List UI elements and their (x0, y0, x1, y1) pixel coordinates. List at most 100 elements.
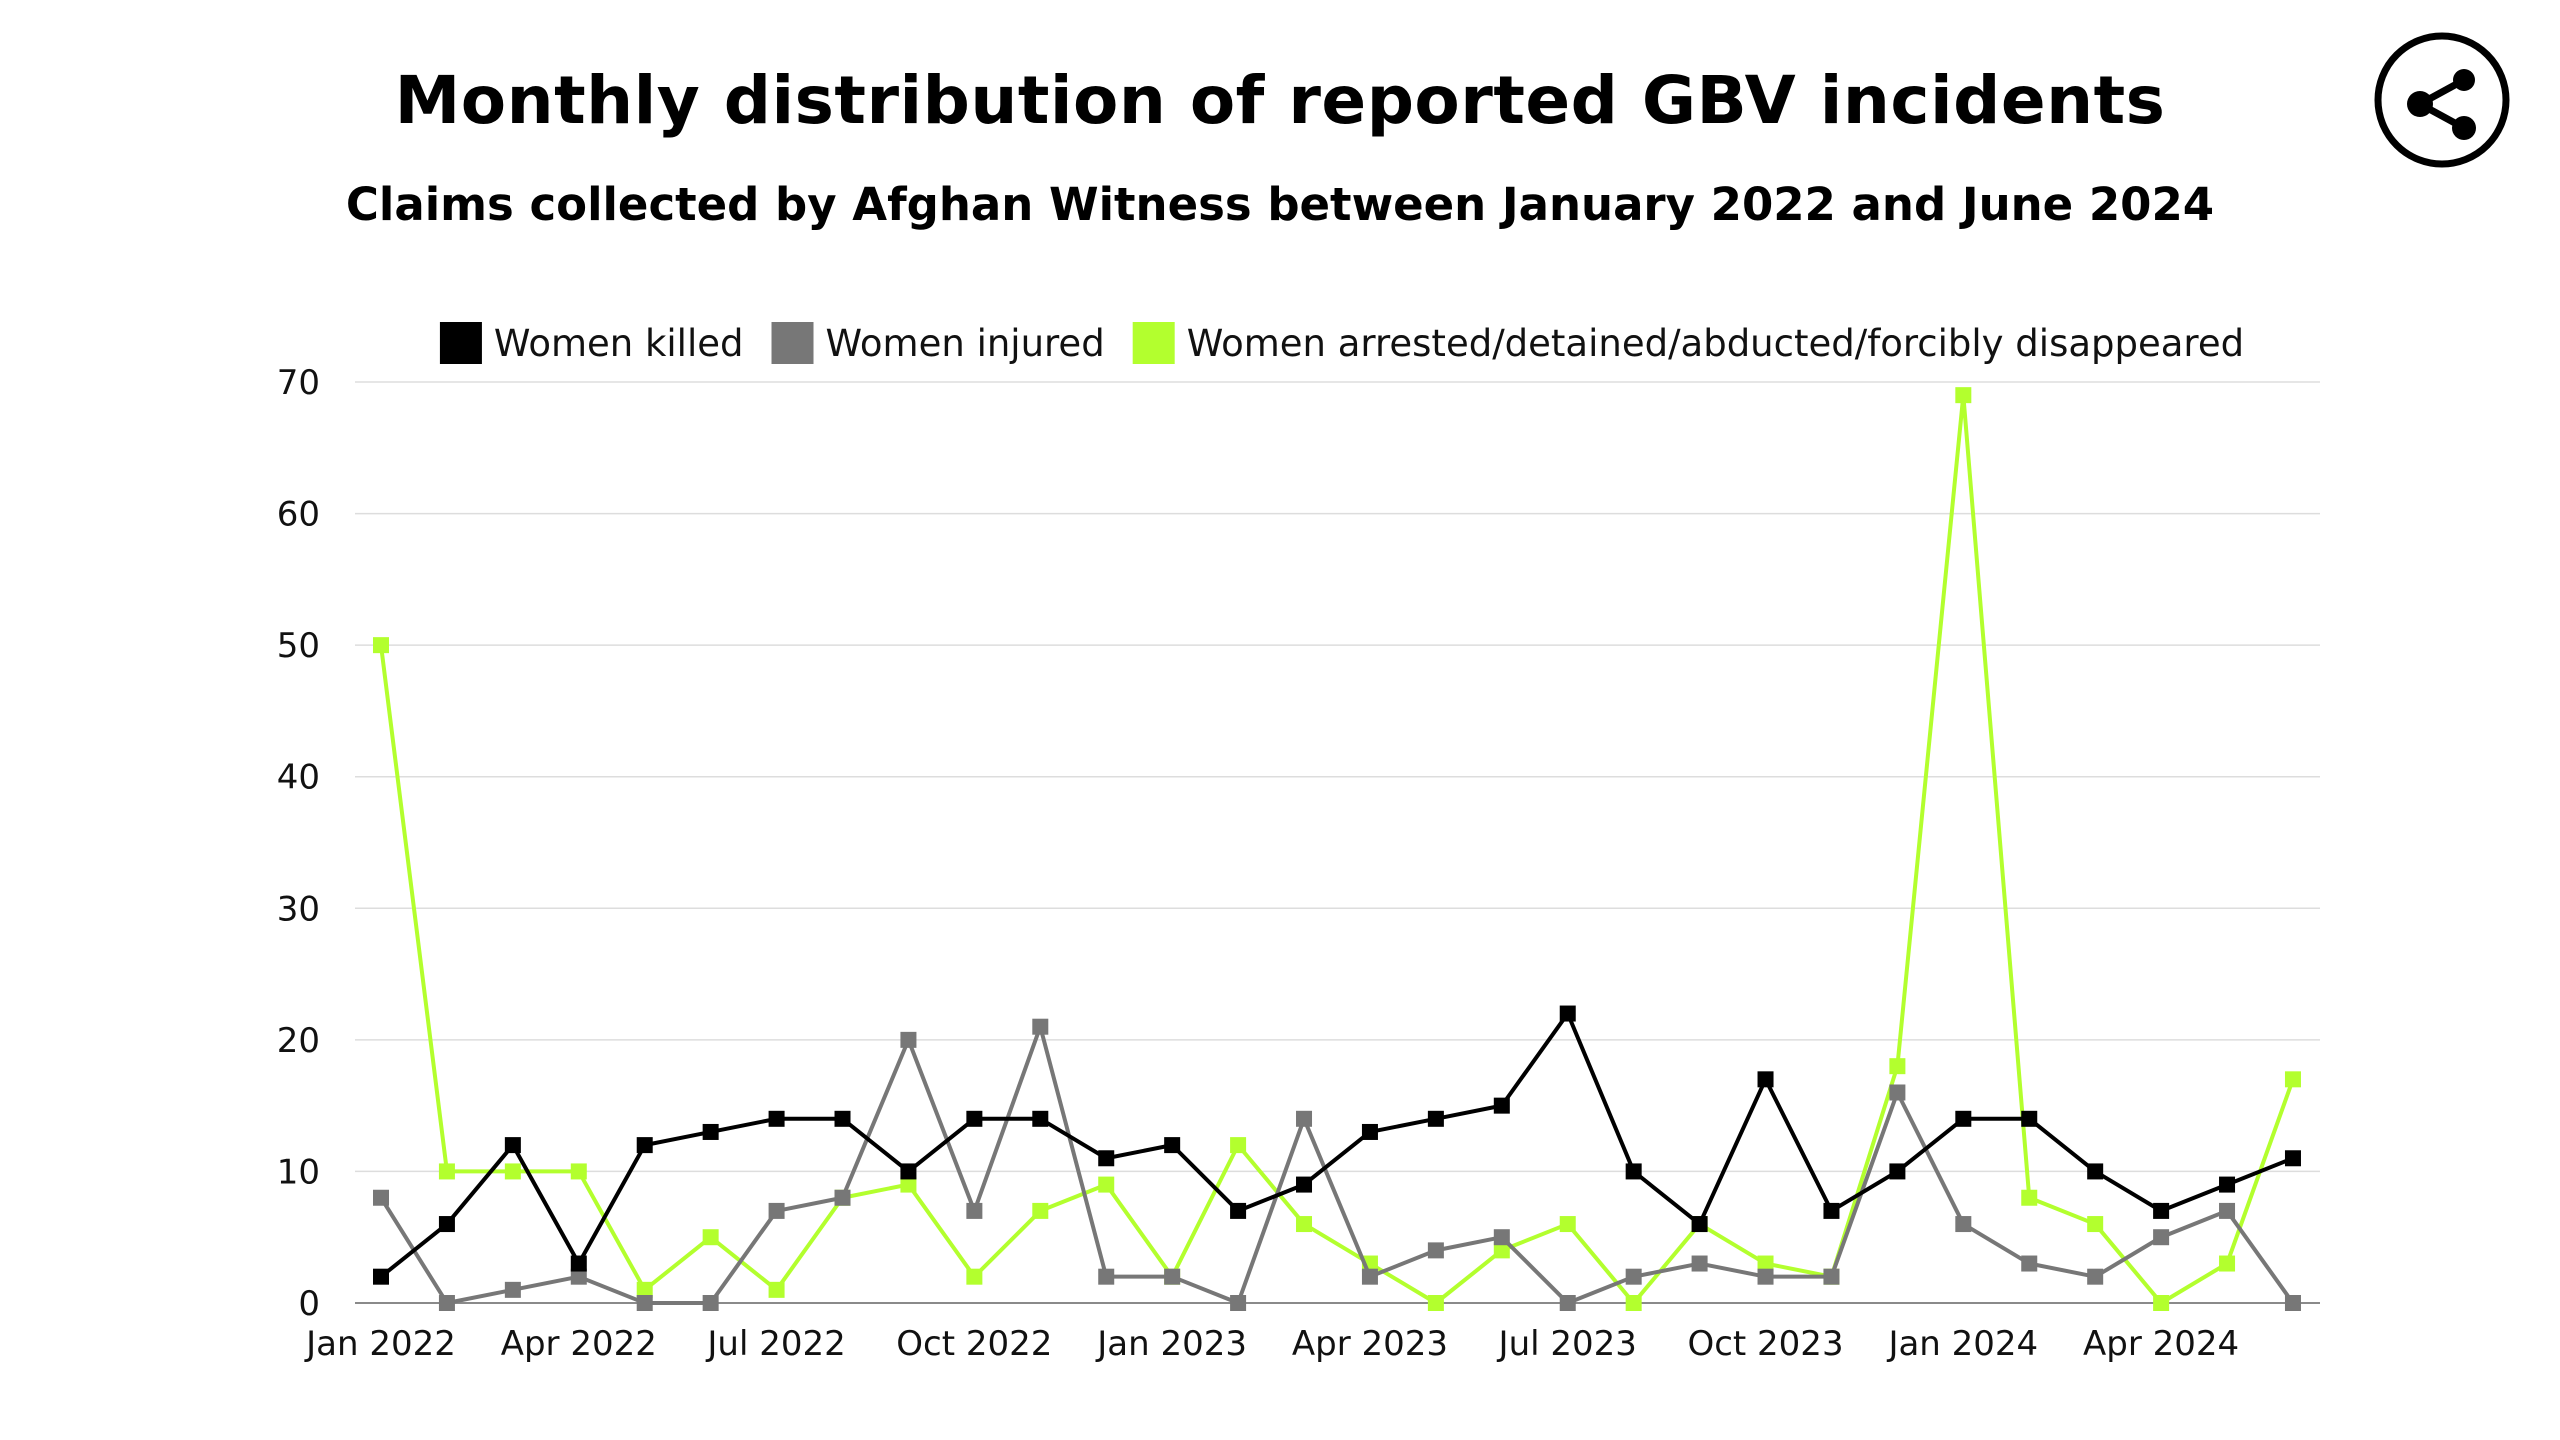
series-0-point (373, 1268, 389, 1285)
series-0-point (504, 1137, 521, 1154)
series-1-point (1032, 1018, 1049, 1035)
series-2-point (1296, 1216, 1313, 1233)
x-tick-label: Apr 2022 (501, 1324, 657, 1364)
legend-label: Women injured (826, 322, 1105, 365)
series-1-point (2021, 1255, 2038, 1272)
series-0-point (966, 1110, 983, 1127)
series-2-point (2284, 1071, 2301, 1088)
series-2-point (2153, 1295, 2170, 1311)
legend-swatch (771, 322, 814, 364)
series-line-1 (379, 1024, 2295, 1305)
series-1-point (2087, 1268, 2104, 1285)
series-0-point (1955, 1110, 1972, 1127)
series-0-point (1164, 1137, 1181, 1154)
share-button[interactable] (2372, 30, 2512, 170)
series-1-point (1559, 1295, 1576, 1311)
x-tick-label: Oct 2023 (1687, 1324, 1843, 1364)
series-2-point (1889, 1058, 1906, 1075)
series-1-point (570, 1268, 587, 1285)
series-0-point (1559, 1005, 1576, 1022)
series-2-point (702, 1229, 719, 1246)
y-tick-label: 0 (298, 1284, 320, 1324)
series-2-point (1427, 1295, 1444, 1311)
series-1-point (2153, 1229, 2170, 1246)
series-1-point (900, 1031, 917, 1048)
series-1-point (768, 1202, 785, 1219)
series-2-point (2087, 1216, 2104, 1233)
series-1-point (2284, 1295, 2301, 1311)
series-2-point (1625, 1295, 1642, 1311)
series-0-point (1625, 1163, 1642, 1180)
series-0-point (1032, 1110, 1049, 1127)
series-0-point (1493, 1097, 1510, 1114)
series-1-point (1361, 1268, 1378, 1285)
series-0-point (1098, 1150, 1115, 1167)
series-1-point (1889, 1084, 1906, 1101)
series-0-point (1757, 1071, 1774, 1088)
series-1-point (702, 1295, 719, 1311)
series-1-point (1691, 1255, 1708, 1272)
series-2-point (2021, 1189, 2038, 1206)
series-1-point (1164, 1268, 1181, 1285)
series-2-point (900, 1176, 917, 1193)
x-tick-label: Jul 2023 (1497, 1324, 1637, 1364)
series-1-point (504, 1281, 521, 1298)
series-1-point (1823, 1268, 1840, 1285)
series-2-point (1757, 1255, 1774, 1272)
series-line-2 (379, 393, 2295, 1305)
series-0-point (2219, 1176, 2236, 1193)
series-2-point (373, 637, 389, 654)
series-0-point (768, 1110, 785, 1127)
series-1-point (966, 1202, 983, 1219)
legend-swatch (439, 322, 482, 364)
chart-title: Monthly distribution of reported GBV inc… (394, 62, 2166, 139)
series-1-point (1625, 1268, 1642, 1285)
series-0-point (1691, 1216, 1708, 1233)
chart-subtitle: Claims collected by Afghan Witness betwe… (345, 178, 2215, 231)
series-0-point (834, 1110, 851, 1127)
x-tick-label: Jan 2022 (304, 1324, 456, 1364)
series-0-point (1427, 1110, 1444, 1127)
series-1-point (1098, 1268, 1115, 1285)
series-2-point (1493, 1242, 1510, 1259)
series-0-point (1361, 1123, 1378, 1140)
x-tick-label: Jan 2023 (1095, 1324, 1247, 1364)
legend-swatch (1132, 322, 1175, 364)
series-0-point (2153, 1202, 2170, 1219)
y-tick-label: 50 (277, 626, 320, 666)
series-1-point (1427, 1242, 1444, 1259)
series-line-0 (379, 1011, 2294, 1279)
series-0-point (2021, 1110, 2038, 1127)
series-1-point (1296, 1110, 1313, 1127)
series-0-point (438, 1216, 455, 1233)
series-0-point (636, 1137, 653, 1154)
series-1-point (2219, 1202, 2236, 1219)
series-0-point (1296, 1176, 1313, 1193)
series-2-point (636, 1281, 653, 1298)
y-tick-label: 20 (277, 1021, 320, 1061)
series-1-point (636, 1295, 653, 1311)
series-1-point (1757, 1268, 1774, 1285)
x-tick-label: Jul 2022 (705, 1324, 845, 1364)
series-1-point (438, 1295, 455, 1311)
series-0-point (1230, 1202, 1247, 1219)
x-tick-label: Apr 2023 (1292, 1324, 1448, 1364)
series-1-point (1955, 1216, 1972, 1233)
y-tick-label: 60 (277, 495, 320, 535)
series-2-point (966, 1268, 983, 1285)
y-tick-label: 70 (277, 363, 320, 403)
series-2-point (438, 1163, 455, 1180)
series-2-point (1098, 1176, 1115, 1193)
y-tick-label: 30 (277, 889, 320, 929)
series-2-point (1955, 387, 1972, 404)
series-1-point (1493, 1229, 1510, 1246)
legend-label: Women killed (494, 322, 744, 365)
series-0-point (1823, 1202, 1840, 1219)
share-icon (2374, 32, 2510, 168)
y-tick-label: 40 (277, 758, 320, 798)
series-0-point (2087, 1163, 2104, 1180)
series-0-point (2284, 1150, 2301, 1167)
series-0-point (570, 1255, 587, 1272)
y-tick-label: 10 (277, 1152, 320, 1192)
series-0-point (900, 1163, 917, 1180)
